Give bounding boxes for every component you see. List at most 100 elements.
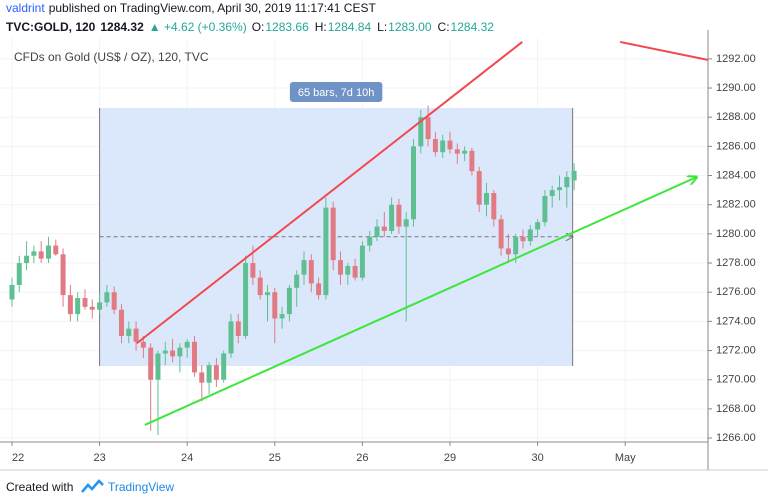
candle-body: [352, 265, 358, 278]
range-label-box: [289, 82, 383, 103]
candle-body: [184, 341, 190, 348]
candle-body: [16, 263, 22, 285]
footer-brand[interactable]: TradingView: [108, 480, 174, 494]
candle-body: [454, 149, 460, 154]
candle-body: [527, 229, 533, 242]
candle-body: [564, 176, 570, 188]
candle-body: [38, 251, 44, 259]
candle-body: [243, 263, 249, 336]
trend-line: [619, 40, 708, 61]
candle-body: [162, 350, 168, 354]
candle-body: [279, 314, 285, 319]
candle-body: [67, 295, 73, 315]
candle-body: [367, 236, 373, 246]
candle-body: [542, 195, 548, 223]
candle-body: [359, 245, 365, 278]
chart-title: CFDs on Gold (US$ / OZ), 120, TVC: [14, 50, 209, 64]
candle-body: [228, 321, 234, 354]
candle-body: [323, 207, 329, 296]
x-tick-label: 23: [93, 452, 105, 464]
y-tick-label: 1276.00: [716, 286, 756, 298]
candle-body: [389, 204, 395, 231]
y-tick-label: 1266.00: [716, 432, 756, 444]
x-tick-label: 24: [181, 452, 193, 464]
y-tick-label: 1292.00: [716, 53, 756, 65]
candle-body: [191, 341, 197, 373]
y-tick-label: 1268.00: [716, 403, 756, 415]
candle-body: [330, 207, 336, 261]
y-tick-label: 1274.00: [716, 315, 756, 327]
ohlc-label: O:: [252, 20, 265, 34]
candle-body: [337, 260, 343, 275]
ohlc-label: H:: [315, 20, 327, 34]
candle-body: [345, 265, 351, 275]
candle-body: [9, 284, 15, 300]
candle-body: [403, 219, 409, 227]
published: published on TradingView.com, April 30, …: [49, 1, 377, 15]
candle-body: [447, 140, 453, 150]
ohlc-value: 1283.66: [265, 20, 309, 34]
candle-body: [549, 190, 555, 196]
candle-body: [491, 193, 497, 220]
y-tick-label: 1278.00: [716, 257, 756, 269]
price-change: ▲ +4.62 (+0.36%): [149, 20, 247, 34]
y-tick-label: 1272.00: [716, 344, 756, 356]
candle-body: [374, 226, 380, 237]
x-tick-label: May: [615, 452, 636, 464]
candle-body: [432, 139, 438, 153]
candle-body: [294, 274, 300, 288]
candle-body: [53, 245, 59, 255]
candle-body: [476, 171, 482, 205]
candle-body: [410, 146, 416, 220]
candle-body: [272, 292, 278, 319]
x-tick-label: 25: [269, 452, 281, 464]
candle-body: [396, 204, 402, 227]
candle-body: [221, 353, 227, 380]
ohlc-label: C:: [438, 20, 450, 34]
x-tick-label: 30: [531, 452, 543, 464]
candle-body: [104, 292, 110, 303]
candle-body: [133, 328, 139, 342]
candle-body: [571, 170, 577, 181]
candle-body: [148, 347, 154, 380]
candle-body: [235, 321, 241, 336]
symbol: TVC:GOLD, 120: [6, 20, 96, 34]
trend-line: [144, 177, 697, 426]
candle-body: [264, 292, 270, 296]
candle-body: [505, 248, 511, 255]
candle-body: [199, 372, 205, 383]
x-tick-label: 29: [444, 452, 456, 464]
candle-body: [75, 298, 81, 315]
candle-body: [440, 140, 446, 153]
candle-body: [31, 251, 37, 256]
candle-body: [118, 309, 124, 336]
candle-body: [484, 193, 490, 205]
candle-body: [535, 222, 541, 230]
y-tick-label: 1280.00: [716, 228, 756, 240]
x-tick-label: 26: [356, 452, 368, 464]
candle-body: [24, 255, 30, 264]
candle-body: [316, 283, 322, 296]
candle-body: [513, 236, 519, 255]
y-tick-label: 1286.00: [716, 140, 756, 152]
candle-body: [206, 365, 212, 383]
y-tick-label: 1288.00: [716, 111, 756, 123]
candle-body: [170, 350, 176, 357]
candle-body: [286, 287, 292, 315]
candle-body: [97, 302, 103, 310]
candle-body: [213, 365, 219, 380]
candle-body: [45, 245, 51, 259]
ohlc-value: 1283.00: [388, 20, 432, 34]
candle-body: [257, 277, 263, 296]
candle-body: [60, 254, 66, 296]
candle-body: [498, 219, 504, 249]
y-tick-label: 1290.00: [716, 82, 756, 94]
author[interactable]: valdrint: [6, 1, 45, 15]
candle-body: [557, 187, 563, 191]
candle-body: [469, 150, 475, 172]
ohlc-value: 1284.32: [451, 20, 495, 34]
y-tick-label: 1270.00: [716, 374, 756, 386]
candle-body: [520, 236, 526, 242]
ohlc-value: 1284.84: [328, 20, 372, 34]
